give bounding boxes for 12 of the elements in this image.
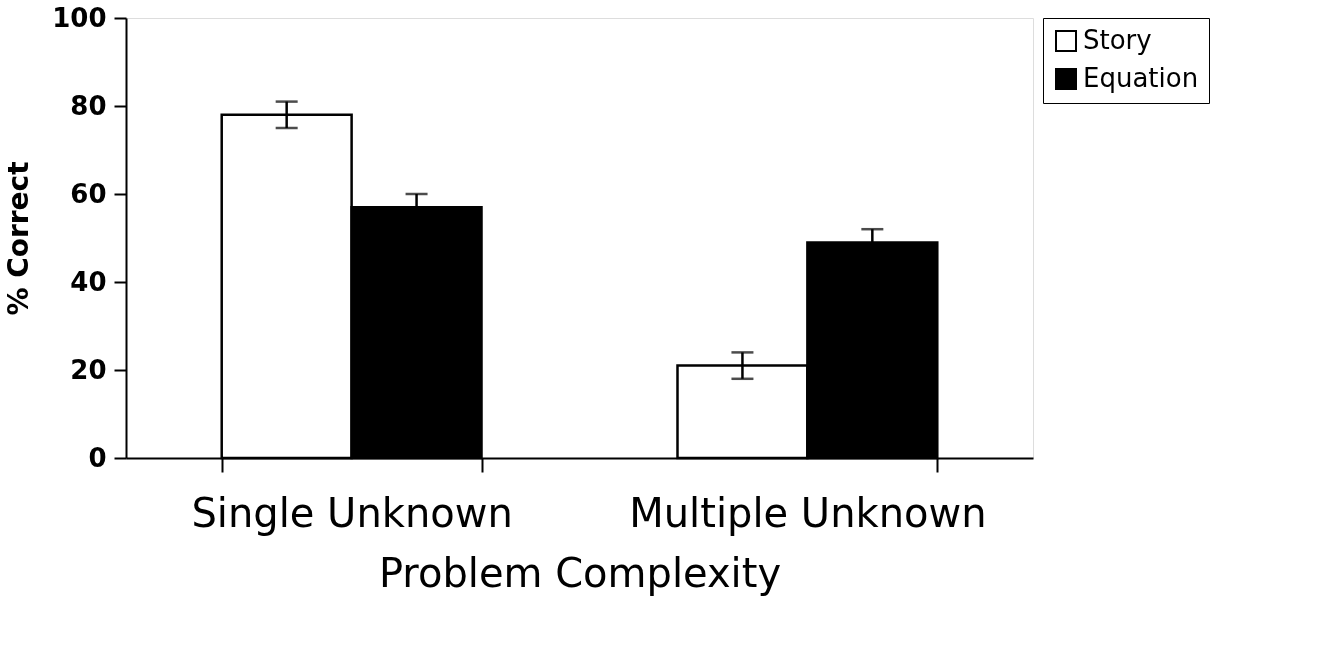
y-tick-label: 0 (88, 442, 107, 473)
y-tick-label: 80 (70, 90, 107, 121)
legend-label: Equation (1083, 63, 1199, 93)
y-tick-label: 100 (52, 2, 107, 33)
x-tick-label: Multiple Unknown (629, 489, 987, 536)
y-tick-label: 60 (70, 178, 107, 209)
legend-label: Story (1083, 25, 1152, 55)
x-axis-title: Problem Complexity (378, 549, 782, 596)
y-tick-label: 40 (70, 266, 107, 297)
y-tick-label: 20 (70, 354, 107, 385)
y-axis-title: % Correct (2, 161, 36, 316)
x-tick-label: Single Unknown (191, 489, 513, 536)
